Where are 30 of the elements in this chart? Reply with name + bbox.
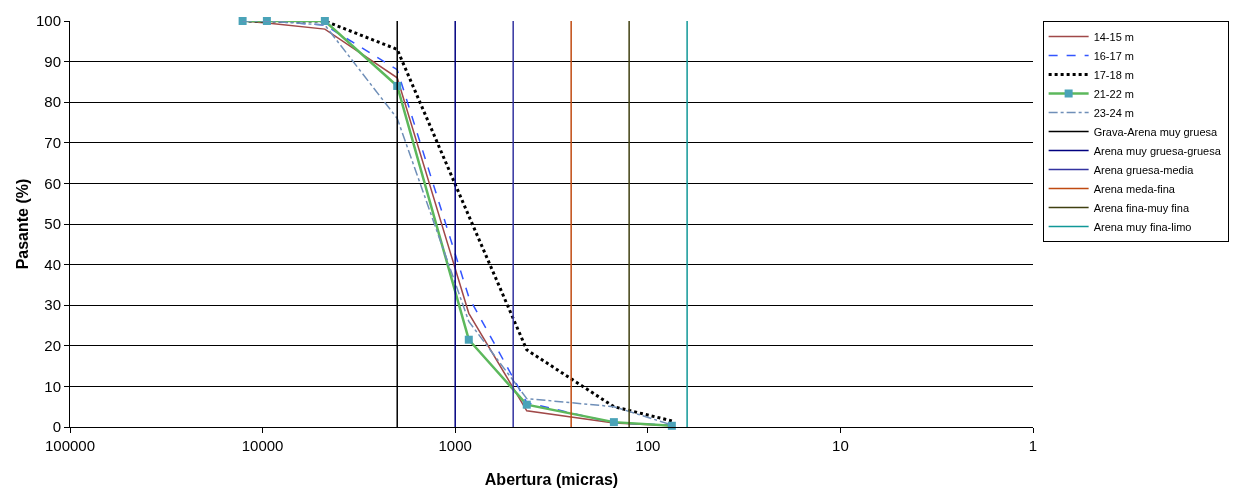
x-tick-label: 100 — [635, 437, 661, 454]
x-tick-label: 1 — [1028, 437, 1038, 454]
y-tick-label: 60 — [44, 174, 61, 192]
y-tick-label: 40 — [44, 255, 61, 273]
y-tick-label: 50 — [44, 215, 61, 233]
x-tick-label: 10 — [832, 437, 849, 454]
legend-label: Arena muy gruesa-gruesa — [1093, 144, 1222, 157]
legend-label: 16-17 m — [1093, 49, 1134, 62]
x-tick-label: 100000 — [44, 437, 96, 454]
y-tick-label: 80 — [44, 93, 61, 111]
legend-label: Arena meda-fina — [1093, 182, 1176, 195]
legend-label: Grava-Arena muy gruesa — [1093, 125, 1219, 138]
x-tick-label: 10000 — [241, 437, 284, 454]
legend-label: Arena fina-muy fina — [1093, 201, 1190, 214]
y-tick-label: 70 — [44, 134, 61, 152]
legend-label: Arena muy fina-limo — [1093, 220, 1192, 233]
legend-label: Arena gruesa-media — [1093, 163, 1195, 176]
y-tick-label: 30 — [44, 296, 61, 314]
x-axis-title: Abertura (micras) — [484, 471, 619, 488]
x-tick-label: 1000 — [438, 437, 472, 454]
legend-label: 23-24 m — [1093, 106, 1134, 119]
y-axis-title: Pasante (%) — [14, 178, 31, 270]
legend-label: 14-15 m — [1093, 30, 1134, 43]
y-tick-label: 10 — [44, 377, 61, 395]
legend-label: 17-18 m — [1093, 68, 1134, 81]
y-tick-label: 20 — [44, 337, 61, 355]
y-tick-label: 100 — [35, 12, 61, 30]
y-tick-label: 0 — [52, 418, 61, 436]
y-tick-label: 90 — [44, 52, 61, 70]
legend-label: 21-22 m — [1093, 87, 1134, 100]
